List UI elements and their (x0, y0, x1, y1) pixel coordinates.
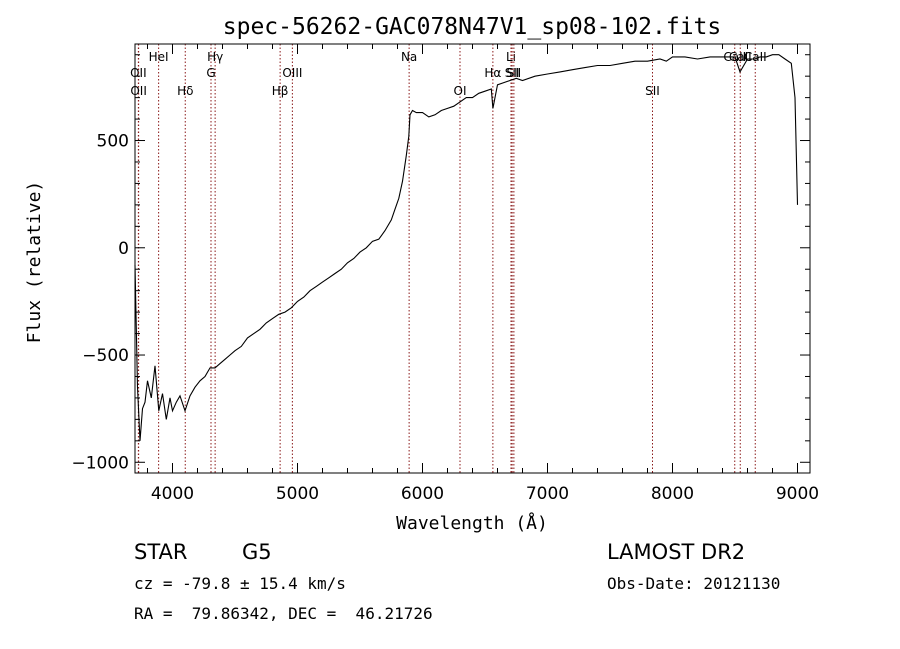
x-tick-label: 6000 (401, 484, 444, 504)
spectrum-series-0 (134, 54, 799, 441)
line-label-hγ: Hγ (207, 50, 223, 64)
line-label-caii: CaII (744, 50, 767, 64)
survey-name: LAMOST DR2 (607, 540, 746, 564)
chart-title: spec-56262-GAC078N47V1_sp08-102.fits (223, 14, 722, 40)
y-axis-label: Flux (relative) (24, 181, 45, 344)
redshift-value: cz = -79.8 ± 15.4 km/s (134, 574, 346, 593)
line-label-hβ: Hβ (272, 84, 289, 98)
line-label-sii: SII (645, 84, 660, 98)
line-label-li: Li (506, 50, 516, 64)
y-tick-label: −500 (82, 346, 129, 366)
y-tick-label: 500 (97, 132, 129, 152)
x-tick-label: 4000 (151, 484, 194, 504)
x-tick-label: 8000 (651, 484, 694, 504)
plot-frame (134, 43, 811, 474)
spectral-subclass: G5 (242, 540, 272, 564)
line-label-na: Na (401, 50, 417, 64)
x-tick-label: 7000 (526, 484, 569, 504)
plot-area: OIIOIIHeIHδHγGHβOIIINaOIHαLiSIISIISIICaI… (71, 43, 819, 504)
line-label-sii: SII (505, 66, 520, 80)
x-tick-label: 5000 (276, 484, 319, 504)
y-tick-label: −1000 (71, 453, 129, 473)
line-label-hδ: Hδ (177, 84, 193, 98)
line-label-oii: OII (130, 84, 147, 98)
y-tick-label: 0 (118, 239, 129, 259)
obs-date: Obs-Date: 20121130 (607, 574, 781, 593)
coordinates: RA = 79.86342, DEC = 46.21726 (134, 604, 433, 623)
line-label-caii: CaII (729, 50, 752, 64)
spectrum-chart: spec-56262-GAC078N47V1_sp08-102.fits OII… (24, 14, 819, 534)
x-axis-label: Wavelength (Å) (396, 512, 548, 534)
x-tick-label: 9000 (776, 484, 819, 504)
line-label-g: G (206, 66, 215, 80)
line-label-oi: OI (454, 84, 467, 98)
object-class: STAR (134, 540, 188, 564)
line-label-sii: SII (507, 66, 522, 80)
line-label-oiii: OIII (282, 66, 302, 80)
line-label-hei: HeI (149, 50, 169, 64)
line-label-hα: Hα (484, 66, 501, 80)
